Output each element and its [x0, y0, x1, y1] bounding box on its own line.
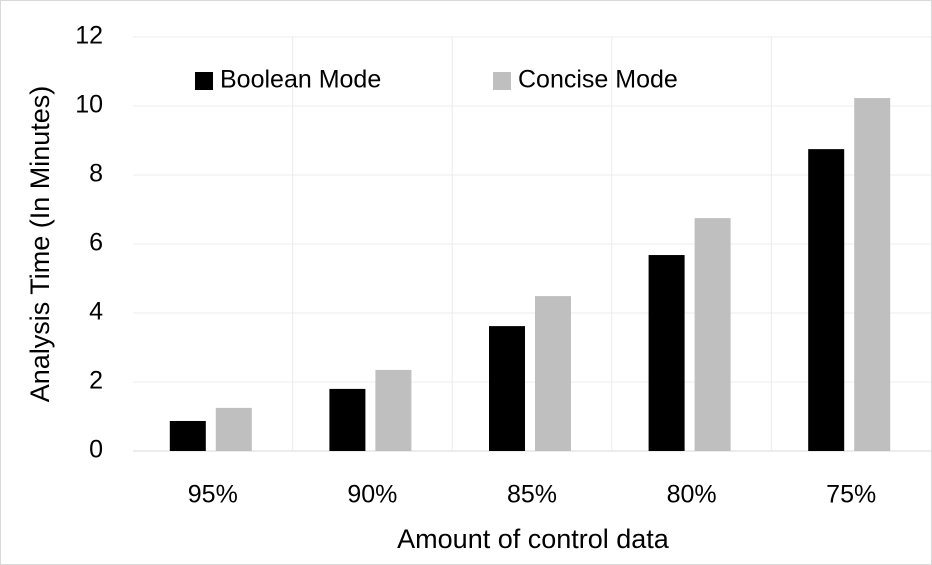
bar [535, 296, 571, 451]
bar [489, 326, 525, 451]
y-axis-title: Analysis Time (In Minutes) [25, 86, 55, 403]
y-tick-label: 0 [89, 436, 103, 464]
y-tick-label: 2 [89, 367, 103, 395]
bar [854, 98, 891, 451]
legend-label: Concise Mode [518, 66, 678, 94]
x-tick-label: 75% [826, 481, 876, 509]
bar [694, 218, 731, 451]
x-tick-label: 85% [507, 481, 557, 509]
legend-label: Boolean Mode [220, 66, 381, 94]
bar [215, 407, 252, 451]
x-axis-title: Amount of control data [397, 524, 670, 554]
x-tick-label: 90% [347, 481, 397, 509]
y-tick-label: 6 [89, 229, 103, 257]
legend-swatch [493, 72, 511, 90]
y-tick-label: 4 [89, 298, 103, 326]
bar [329, 388, 366, 451]
legend-swatch [195, 72, 213, 90]
y-tick-label: 10 [75, 91, 103, 119]
bar [375, 369, 412, 451]
x-tick-label: 80% [667, 481, 717, 509]
y-tick-label: 8 [89, 160, 103, 188]
y-tick-label: 12 [75, 22, 103, 50]
x-tick-label: 95% [188, 481, 238, 509]
bar [648, 255, 685, 451]
bar [808, 149, 845, 451]
bar [169, 420, 206, 451]
